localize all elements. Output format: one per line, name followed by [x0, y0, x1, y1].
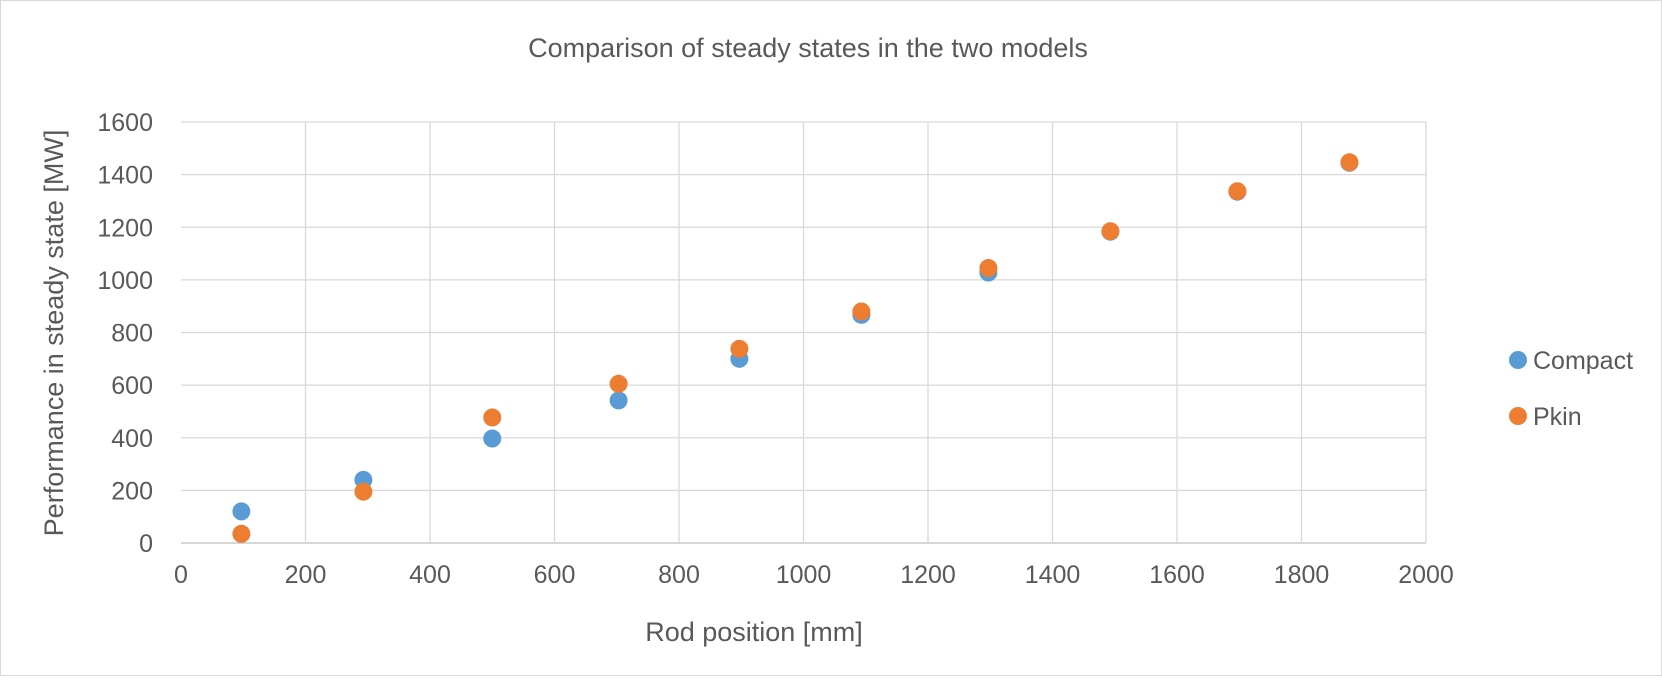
- data-point-pkin: [730, 339, 749, 358]
- chart-title: Comparison of steady states in the two m…: [528, 33, 1088, 63]
- y-tick-label: 1400: [97, 162, 153, 190]
- x-tick-label: 1400: [1025, 561, 1081, 589]
- legend-item-compact: Compact: [1509, 347, 1633, 375]
- x-tick-label: 200: [285, 561, 327, 589]
- x-tick-label: 600: [534, 561, 576, 589]
- x-tick-label: 1200: [900, 561, 956, 589]
- data-point-compact: [232, 502, 251, 521]
- data-point-pkin: [483, 408, 502, 427]
- x-tick-label: 1600: [1149, 561, 1205, 589]
- data-point-compact: [483, 429, 502, 448]
- legend-marker: [1509, 407, 1527, 425]
- y-tick-label: 600: [111, 372, 153, 400]
- data-point-pkin: [979, 259, 998, 278]
- legend-label: Compact: [1533, 347, 1633, 375]
- legend: Compact Pkin: [1509, 347, 1633, 431]
- y-tick-labels: 0 200 400 600 800 1000 1200 1400 1600: [97, 109, 153, 558]
- x-tick-label: 800: [658, 561, 700, 589]
- y-tick-label: 400: [111, 425, 153, 453]
- legend-marker: [1509, 351, 1527, 369]
- y-tick-label: 1000: [97, 267, 153, 295]
- y-tick-label: 1600: [97, 109, 153, 137]
- data-point-pkin: [1101, 222, 1120, 241]
- x-tick-label: 0: [174, 561, 188, 589]
- data-point-pkin: [609, 374, 628, 393]
- x-tick-label: 1000: [776, 561, 832, 589]
- data-point-pkin: [354, 482, 373, 501]
- y-tick-label: 1200: [97, 214, 153, 242]
- x-tick-labels: 0 200 400 600 800 1000 1200 1400 1600 1800 2000: [174, 561, 1454, 589]
- data-point-pkin: [852, 302, 871, 321]
- x-tick-label: 1800: [1274, 561, 1330, 589]
- series-compact: [232, 153, 1359, 521]
- y-tick-label: 0: [139, 530, 153, 558]
- data-point-pkin: [1340, 153, 1359, 172]
- x-axis-title: Rod position [mm]: [645, 617, 863, 647]
- y-tick-label: 800: [111, 320, 153, 348]
- y-axis-title: Performance in steady state [MW]: [39, 130, 69, 537]
- data-points: [232, 153, 1359, 543]
- x-tick-label: 2000: [1398, 561, 1454, 589]
- legend-item-pkin: Pkin: [1509, 403, 1582, 431]
- data-point-pkin: [232, 524, 251, 543]
- series-pkin: [232, 153, 1359, 543]
- data-point-compact: [609, 391, 628, 410]
- legend-label: Pkin: [1533, 403, 1582, 431]
- y-tick-label: 200: [111, 477, 153, 505]
- data-point-pkin: [1228, 182, 1247, 201]
- x-tick-label: 400: [409, 561, 451, 589]
- gridlines: [181, 121, 1427, 544]
